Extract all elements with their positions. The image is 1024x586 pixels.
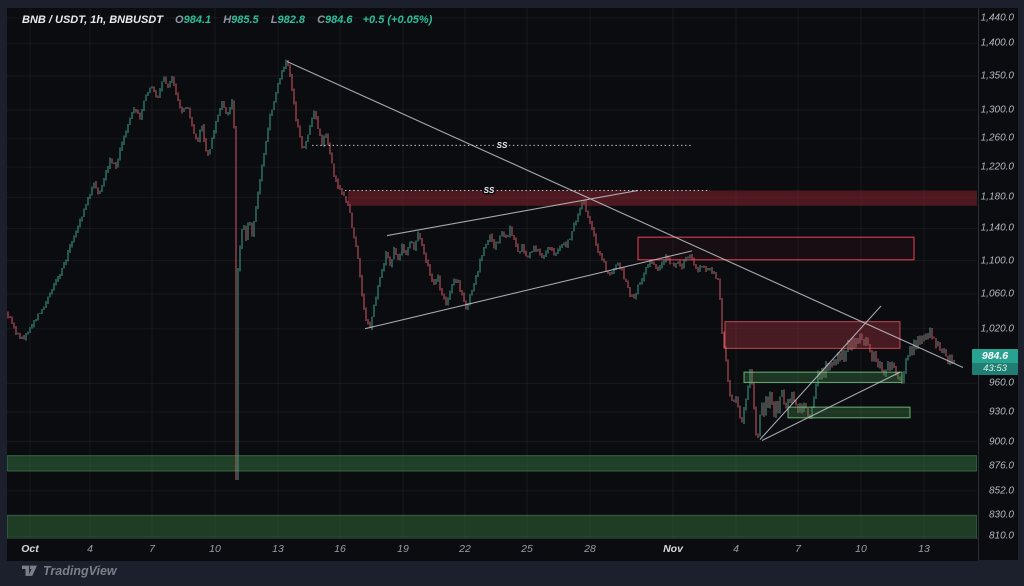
time-tick-10: 10 — [209, 543, 221, 555]
main-downtrend[interactable] — [286, 60, 964, 369]
price-tick-1220: 1,220.0 — [980, 161, 1014, 173]
demand-band-886-871 — [7, 455, 977, 472]
high-value: 985.5 — [231, 14, 259, 26]
nov-shallow-support[interactable] — [761, 371, 901, 442]
chart-pane[interactable]: SS SS BNB / USDT, 1h, BNBUSDT O984.1 H985… — [7, 8, 978, 538]
price-tick-900: 900.0 — [988, 436, 1014, 448]
time-tick-4: 4 — [733, 543, 739, 555]
price-tick-1100: 1,100.0 — [980, 255, 1014, 267]
price-tick-810: 810.0 — [988, 530, 1014, 542]
price-tick-1060: 1,060.0 — [980, 288, 1014, 300]
time-tick-4: 4 — [87, 543, 93, 555]
time-tick-Oct: Oct — [21, 543, 39, 555]
open-label: O — [175, 14, 184, 26]
demand-band-829-806 — [7, 515, 977, 538]
low-value: 982.8 — [277, 14, 305, 26]
tradingview-logo-icon — [22, 565, 37, 576]
nov-steep-support[interactable] — [759, 305, 882, 440]
ss-level-1250-label: SS — [497, 141, 508, 150]
time-axis[interactable]: Oct 4 7 10 13 16 19 22 25 28 Nov 4 7 10 13 — [7, 538, 978, 561]
time-tick-7: 7 — [795, 543, 801, 555]
time-tick-28: 28 — [584, 543, 596, 555]
time-tick-13: 13 — [918, 543, 930, 555]
price-tick-1140: 1,140.0 — [980, 222, 1014, 234]
price-tick-1350: 1,350.0 — [980, 70, 1014, 82]
price-tick-876: 876.0 — [988, 460, 1014, 472]
current-price-value: 984.6 — [981, 349, 1009, 362]
supply-box-1129-1101 — [637, 236, 915, 261]
time-tick-19: 19 — [397, 543, 409, 555]
demand-zone-935-924 — [787, 406, 911, 419]
supply-band-1189-1169 — [348, 190, 977, 206]
time-tick-10: 10 — [855, 543, 867, 555]
ss-level-1189-label: SS — [484, 186, 495, 195]
time-tick-16: 16 — [334, 543, 346, 555]
axis-separator — [978, 8, 979, 560]
price-tick-1180: 1,180.0 — [980, 191, 1014, 203]
open-value: 984.1 — [183, 14, 212, 26]
wedge-upper[interactable] — [386, 189, 639, 237]
symbol-title[interactable]: BNB / USDT, 1h, BNBUSDT — [22, 14, 163, 26]
close-value: 984.6 — [325, 14, 353, 26]
price-tick-960: 960.0 — [988, 377, 1014, 389]
time-tick-25: 25 — [521, 543, 533, 555]
wedge-lower[interactable] — [364, 250, 693, 330]
demand-zone-972-961 — [743, 371, 903, 383]
price-tick-1440: 1,440.0 — [980, 12, 1014, 24]
close-label: C — [317, 14, 326, 26]
price-tick-1400: 1,400.0 — [980, 37, 1014, 49]
high-label: H — [223, 14, 232, 26]
time-tick-Nov: Nov — [663, 543, 683, 555]
tradingview-watermark[interactable]: TradingView — [22, 564, 117, 578]
symbol-legend: BNB / USDT, 1h, BNBUSDT O984.1 H985.5 L9… — [22, 14, 432, 26]
time-tick-13: 13 — [272, 543, 284, 555]
supply-zone-1028-998 — [724, 321, 901, 349]
price-tick-930: 930.0 — [988, 406, 1014, 418]
price-tick-830: 830.0 — [988, 509, 1014, 520]
price-tick-1020: 1,020.0 — [980, 323, 1014, 335]
time-tick-22: 22 — [459, 543, 471, 555]
current-price-label: 984.6 43:53 — [972, 348, 1018, 375]
tradingview-logo-text: TradingView — [43, 564, 117, 578]
price-tick-1260: 1,260.0 — [980, 132, 1014, 144]
price-tick-1300: 1,300.0 — [980, 104, 1014, 116]
candlestick-chart[interactable]: SS SS — [7, 8, 978, 560]
price-axis[interactable]: 990.01,440.01,400.01,350.01,300.01,260.0… — [979, 8, 1018, 560]
change-value: +0.5 (+0.05%) — [362, 14, 433, 26]
time-tick-7: 7 — [149, 543, 155, 555]
price-tick-852: 852.0 — [988, 485, 1014, 497]
bar-countdown: 43:53 — [972, 362, 1018, 375]
low-label: L — [270, 14, 278, 26]
